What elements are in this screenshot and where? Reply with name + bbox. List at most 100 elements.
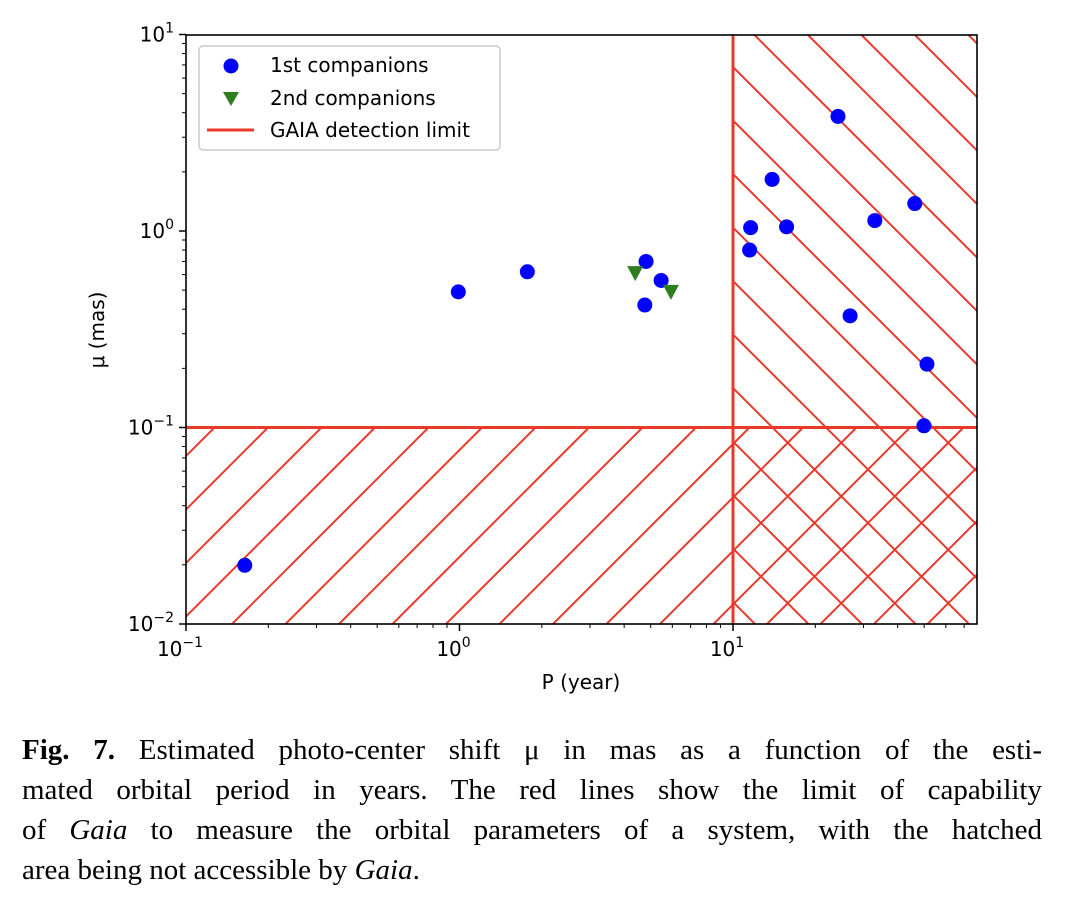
hatch-line xyxy=(733,119,977,366)
hatch-line xyxy=(952,428,1068,721)
hatch-line xyxy=(0,428,54,721)
hatch-line xyxy=(498,427,697,624)
data-point xyxy=(907,196,923,212)
hatch-line xyxy=(0,428,1,721)
x-tick-label: 10−1 xyxy=(157,635,203,661)
caption-text: area being not accessible by xyxy=(22,854,355,886)
hatch-line xyxy=(284,427,483,624)
caption-gaia-italic: Gaia xyxy=(354,854,413,886)
hatch-line xyxy=(733,65,977,313)
caption-line-3: of Gaia to measure the orbital parameter… xyxy=(22,810,1042,850)
series-2nd-companions xyxy=(627,266,679,300)
hatch-line xyxy=(733,333,977,580)
data-point xyxy=(653,272,669,288)
hatch-line xyxy=(712,427,911,624)
y-tick-label: 100 xyxy=(140,217,174,243)
hatch-line xyxy=(551,427,751,624)
data-point xyxy=(842,308,858,324)
caption-text: to measure the orbital parameters of a s… xyxy=(127,814,1042,846)
x-tick-label: 100 xyxy=(436,635,470,661)
data-point xyxy=(779,219,795,235)
hatch-line xyxy=(733,386,971,624)
hatch-line xyxy=(1022,35,1068,720)
hatch-line xyxy=(733,493,864,624)
hatch-line xyxy=(186,427,323,565)
hatch-line xyxy=(230,427,430,624)
y-axis-label: μ (mas) xyxy=(85,292,109,369)
hatch-line xyxy=(1006,428,1068,721)
caption-gaia-italic: Gaia xyxy=(69,814,128,846)
caption-line-4: area being not accessible by Gaia. xyxy=(22,850,1042,890)
legend-label-2nd-companions: 2nd companions xyxy=(270,86,436,110)
data-point xyxy=(627,266,644,282)
legend-marker-2nd-companions xyxy=(223,92,239,106)
hatch-line xyxy=(1059,428,1068,721)
legend-marker-1st-companions xyxy=(223,58,239,74)
hatch-line xyxy=(967,35,977,45)
hatch-line xyxy=(605,427,804,624)
hatch-line xyxy=(733,440,917,624)
data-point xyxy=(867,213,883,229)
y-tick-label: 10−2 xyxy=(128,610,174,636)
hatch-line xyxy=(658,427,858,624)
hatch-line xyxy=(733,226,977,473)
hatch-line xyxy=(733,279,977,527)
hatch-line xyxy=(792,428,1068,721)
hatch-line xyxy=(914,35,977,99)
hatch-line xyxy=(733,600,757,624)
caption-line-1: Fig. 7. Estimated photo-center shift μ i… xyxy=(22,730,1042,770)
hatch-line xyxy=(391,427,590,624)
y-tick-label: 101 xyxy=(140,21,174,47)
hatch-line xyxy=(0,428,161,721)
data-point xyxy=(916,418,932,434)
data-points xyxy=(237,108,935,573)
plot-frame xyxy=(185,34,978,625)
y-tick-label: 10−1 xyxy=(128,414,174,440)
hatch-region-below-mu-limit xyxy=(0,427,1068,721)
hatch-line xyxy=(733,547,810,624)
x-axis-label: P (year) xyxy=(542,670,621,694)
figure-caption: Fig. 7. Estimated photo-center shift μ i… xyxy=(22,730,1042,890)
hatch-region-beyond-period-limit xyxy=(733,35,1068,720)
data-point xyxy=(237,557,253,573)
detection-limit-lines xyxy=(186,35,977,624)
caption-text: . xyxy=(412,854,420,886)
hatch-line xyxy=(444,427,644,624)
data-point xyxy=(743,220,759,236)
hatch-line xyxy=(685,428,1068,721)
legend: 1st companions 2nd companions GAIA detec… xyxy=(198,45,501,151)
hatched-regions xyxy=(0,35,1068,721)
hatch-line xyxy=(860,35,977,152)
caption-text: of xyxy=(22,814,70,846)
data-point xyxy=(764,171,780,187)
legend-label-detection-limit: GAIA detection limit xyxy=(270,118,470,142)
data-point xyxy=(450,284,466,300)
data-point xyxy=(637,297,653,313)
data-point xyxy=(638,253,654,269)
hatch-line xyxy=(845,428,1068,721)
series-1st-companions xyxy=(237,108,935,573)
hatch-line xyxy=(186,427,376,618)
data-point xyxy=(919,356,935,372)
data-point xyxy=(662,284,679,300)
hatch-line xyxy=(337,427,537,624)
hatch-line xyxy=(0,428,108,721)
caption-line-2: mated orbital period in years. The red l… xyxy=(22,774,1042,806)
hatch-line xyxy=(738,428,1068,721)
hatch-line xyxy=(807,35,977,206)
hatch-line xyxy=(872,519,977,624)
x-tick-label: 101 xyxy=(710,635,744,661)
data-point xyxy=(519,264,535,280)
data-point xyxy=(830,108,846,124)
hatch-line xyxy=(765,427,965,624)
legend-label-1st-companions: 1st companions xyxy=(270,53,429,77)
caption-fig-label: Fig. 7. xyxy=(22,734,116,766)
hatch-line xyxy=(631,428,1068,721)
hatch-line xyxy=(819,466,977,624)
hatch-line xyxy=(753,35,977,259)
legend-box xyxy=(198,45,501,151)
hatch-line xyxy=(733,172,977,420)
data-point xyxy=(742,242,758,258)
